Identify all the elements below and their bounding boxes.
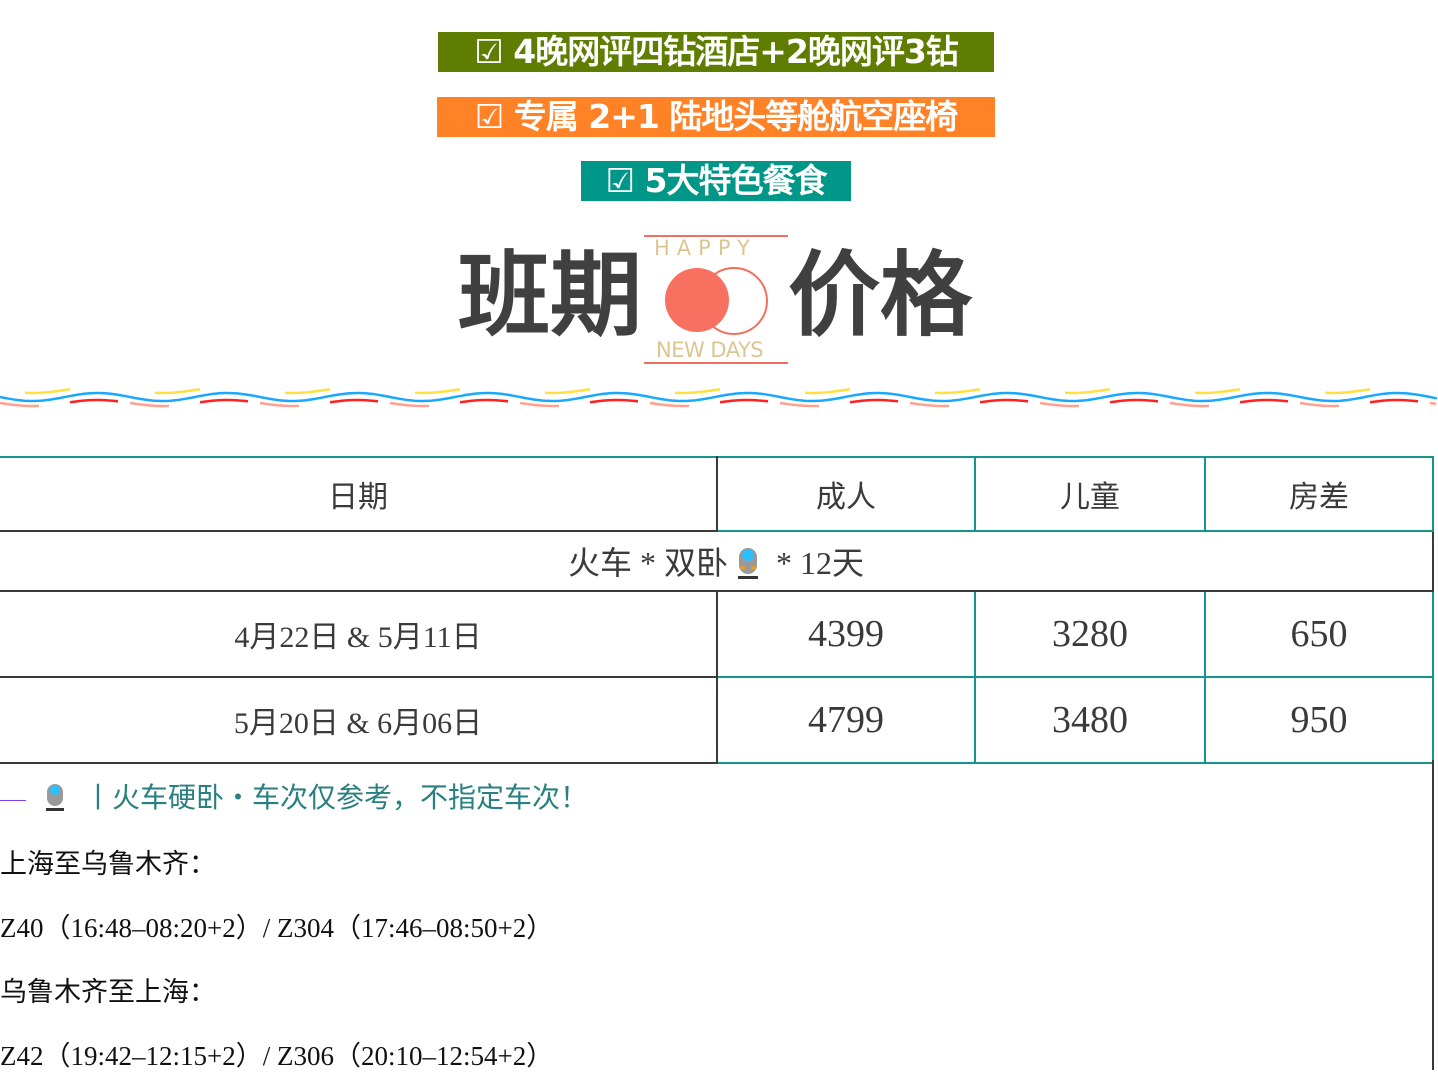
row-adult: 4799 (716, 676, 976, 764)
row-room: 650 (1204, 590, 1434, 678)
header-adult: 成人 (716, 456, 976, 532)
header-room: 房差 (1204, 456, 1434, 532)
train-icon (43, 782, 67, 812)
wave-divider (0, 388, 1438, 408)
circle-filled (665, 268, 729, 332)
route-return-trains: Z42（19:42–12:15+2）/ Z306（20:10–12:54+2） (0, 1041, 554, 1071)
row-child: 3480 (974, 676, 1206, 764)
heading-schedule: 班期 (458, 242, 643, 349)
logo-bottom-text: NEW DAYS (656, 338, 764, 362)
right-border (1432, 760, 1434, 1070)
row-date: 5月20日 & 6月06日 (0, 676, 718, 764)
route-return-label: 乌鲁木齐至上海： (0, 977, 216, 1007)
row-date: 4月22日 & 5月11日 (0, 590, 718, 678)
train-icon (736, 546, 760, 580)
row-adult: 4399 (716, 590, 976, 678)
header-date: 日期 (0, 456, 718, 532)
row-child: 3280 (974, 590, 1206, 678)
header-child: 儿童 (974, 456, 1206, 532)
table-row: 5月20日 & 6月06日 4799 3480 950 (0, 676, 1434, 764)
route-outbound-trains: Z40（16:48–08:20+2）/ Z304（17:46–08:50+2） (0, 913, 554, 943)
route-outbound-label: 上海至乌鲁木齐： (0, 849, 216, 879)
train-note: 丨火车硬卧・车次仅参考，不指定车次！ (0, 776, 588, 816)
logo-top-text: HAPPY (654, 236, 757, 260)
row-room: 950 (1204, 676, 1434, 764)
section-days: * 12天 (768, 545, 865, 581)
heading-price: 价格 (788, 242, 973, 349)
section-train: 火车 * 双卧 * 12天 (0, 530, 1434, 592)
note-dash (0, 800, 26, 802)
banner-hotel: ☑ 4晚网评四钻酒店+2晚网评3钻 (438, 32, 994, 72)
table-row: 4月22日 & 5月11日 4399 3280 650 (0, 590, 1434, 678)
section-text: 火车 * 双卧 (567, 545, 728, 581)
note-text: 丨火车硬卧・车次仅参考，不指定车次！ (84, 783, 589, 814)
logo-happy-new-days: HAPPY NEW DAYS (644, 235, 788, 365)
banner-seat: ☑ 专属 2+1 陆地头等舱航空座椅 (437, 97, 995, 137)
price-table: 日期 成人 儿童 房差 火车 * 双卧 * 12天 4月22日 & 5月11日 … (0, 456, 1434, 764)
banner-meals: ☑ 5大特色餐食 (581, 161, 851, 201)
